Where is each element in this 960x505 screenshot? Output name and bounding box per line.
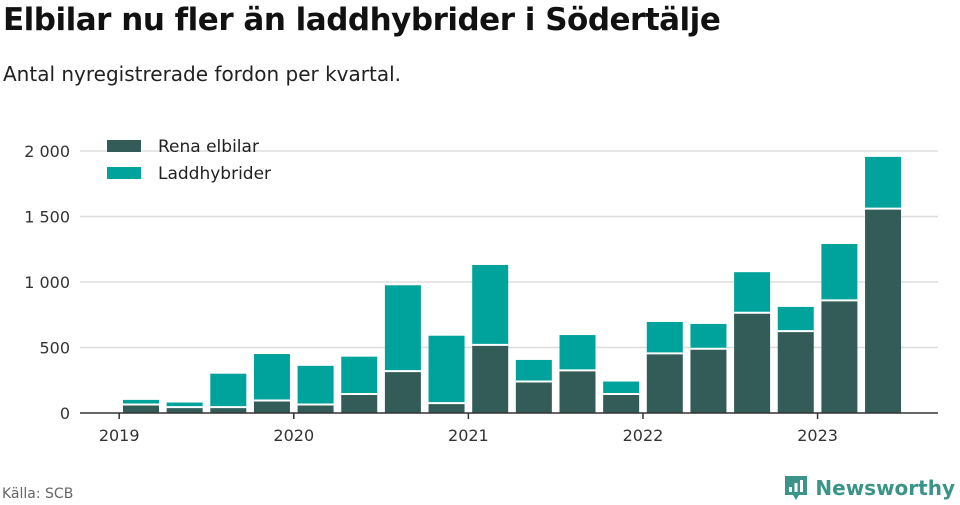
bar-rena-elbilar xyxy=(253,400,290,413)
bar-rena-elbilar xyxy=(166,407,203,413)
bar-laddhybrider xyxy=(166,402,203,408)
bar-laddhybrider xyxy=(865,156,902,209)
bar-laddhybrider xyxy=(646,321,683,354)
x-tick-label: 2022 xyxy=(623,426,664,445)
bar-laddhybrider xyxy=(515,359,552,382)
bar-rena-elbilar xyxy=(515,381,552,413)
bar-laddhybrider xyxy=(603,381,640,395)
x-tick-label: 2019 xyxy=(99,426,140,445)
bar-rena-elbilar xyxy=(559,370,596,413)
bar-laddhybrider xyxy=(734,272,771,313)
legend-swatch-rena-elbilar xyxy=(107,140,141,152)
newsworthy-logo-icon xyxy=(785,476,808,500)
legend-label-rena-elbilar: Rena elbilar xyxy=(158,137,259,157)
bar-rena-elbilar xyxy=(428,403,465,413)
bar-laddhybrider xyxy=(690,323,727,349)
brand-logo: Newsworthy xyxy=(783,474,955,502)
bar-laddhybrider xyxy=(384,285,421,372)
bar-laddhybrider xyxy=(253,354,290,401)
bar-rena-elbilar xyxy=(210,407,247,413)
bar-rena-elbilar xyxy=(384,371,421,413)
bar-rena-elbilar xyxy=(734,312,771,413)
bar-rena-elbilar xyxy=(472,344,509,413)
bar-laddhybrider xyxy=(428,335,465,404)
brand-name: Newsworthy xyxy=(815,476,955,500)
bar-rena-elbilar xyxy=(297,404,334,413)
y-tick-label: 0 xyxy=(60,404,70,423)
bar-laddhybrider xyxy=(472,264,509,345)
bar-rena-elbilar xyxy=(821,300,858,413)
axes: 0 500 1 000 1 500 2 000 2019 2020 2021 2022 2023 xyxy=(24,142,938,445)
bar-laddhybrider xyxy=(777,306,814,332)
bar-rena-elbilar xyxy=(603,394,640,413)
bar-laddhybrider xyxy=(559,335,596,371)
bar-laddhybrider xyxy=(821,244,858,301)
bar-rena-elbilar xyxy=(865,208,902,413)
y-tick-label: 2 000 xyxy=(24,142,70,161)
bar-rena-elbilar xyxy=(341,394,378,413)
bar-laddhybrider xyxy=(123,399,159,405)
bar-rena-elbilar xyxy=(690,348,727,413)
bar-rena-elbilar xyxy=(777,331,814,413)
y-tick-label: 1 500 xyxy=(24,208,70,227)
bar-laddhybrider xyxy=(210,373,247,408)
bars xyxy=(123,156,902,413)
legend-swatch-laddhybrider xyxy=(107,167,141,179)
x-tick-label: 2020 xyxy=(273,426,314,445)
legend: Rena elbilar Laddhybrider xyxy=(107,137,271,184)
legend-label-laddhybrider: Laddhybrider xyxy=(158,164,271,184)
bar-rena-elbilar xyxy=(123,404,159,413)
bar-rena-elbilar xyxy=(646,353,683,413)
y-tick-label: 1 000 xyxy=(24,273,70,292)
bar-laddhybrider xyxy=(341,356,378,395)
chart-subtitle: Antal nyregistrerade fordon per kvartal. xyxy=(3,62,402,86)
source-note: Källa: SCB xyxy=(2,486,74,502)
bar-laddhybrider xyxy=(297,365,334,405)
x-tick-label: 2023 xyxy=(797,426,838,445)
x-tick-label: 2021 xyxy=(448,426,489,445)
y-tick-label: 500 xyxy=(39,339,70,358)
chart-title: Elbilar nu fler än laddhybrider i Södert… xyxy=(3,2,721,38)
